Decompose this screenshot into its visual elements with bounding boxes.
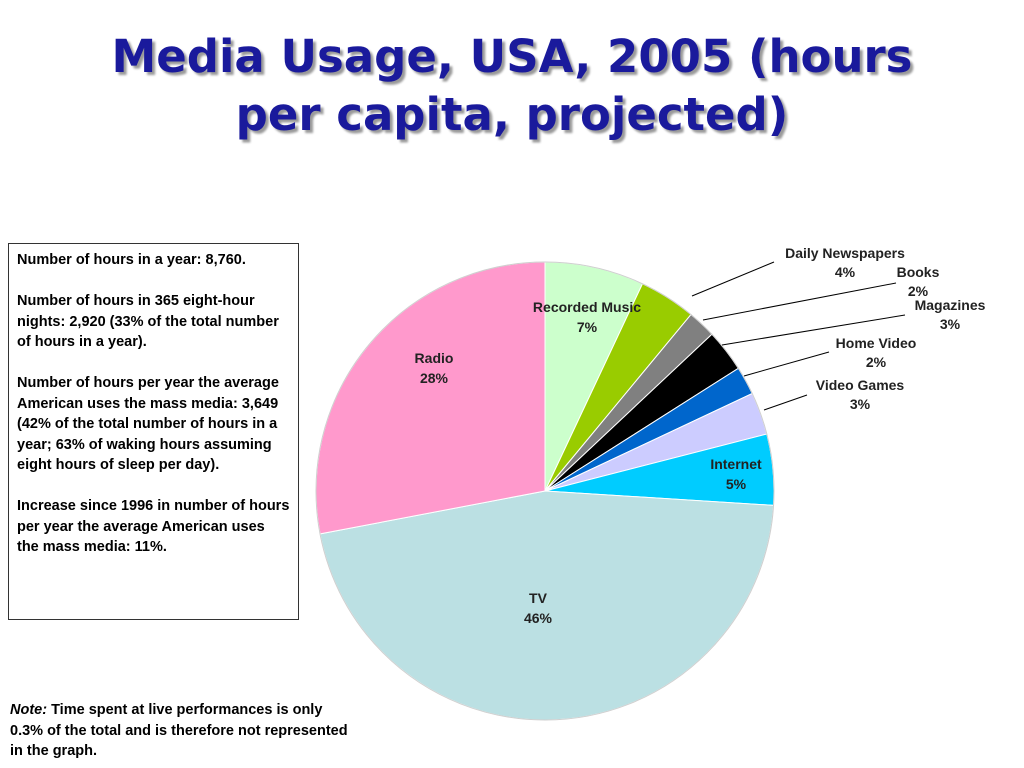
info-increase: Increase since 1996 in number of hours p…	[17, 498, 290, 555]
page-title: Media Usage, USA, 2005 (hours per capita…	[0, 28, 1024, 144]
slice-value-daily-newspapers: 4%	[835, 264, 856, 280]
pie-slice-radio	[315, 261, 546, 535]
leader-line-books	[702, 282, 897, 321]
info-hours-per-year: Number of hours in a year: 8,760.	[17, 252, 246, 268]
title-line-1: Media Usage, USA, 2005 (hours	[111, 30, 913, 83]
slice-label-magazines: Magazines	[915, 297, 986, 313]
pie-outline	[315, 261, 775, 721]
note-label: Note:	[10, 702, 48, 718]
slice-value-tv: 46%	[524, 610, 553, 626]
info-box: Number of hours in a year: 8,760. Number…	[8, 243, 299, 620]
slice-label-daily-newspapers: Daily Newspapers	[785, 245, 905, 261]
note-text: Time spent at live performances is only …	[10, 702, 348, 759]
slice-value-home-video: 2%	[866, 354, 887, 370]
slice-label-home-video: Home Video	[836, 335, 917, 351]
title-line-2: per capita, projected)	[235, 88, 789, 141]
slice-label-radio: Radio	[415, 350, 454, 366]
slice-label-tv: TV	[529, 590, 548, 606]
leader-line-home-video	[743, 351, 830, 377]
slice-label-recorded-music: Recorded Music	[533, 299, 641, 315]
leader-line-magazines	[721, 314, 906, 346]
info-media-hours: Number of hours per year the average Ame…	[17, 375, 279, 473]
leader-line-video-games	[763, 394, 808, 411]
slice-label-books: Books	[897, 264, 940, 280]
slice-value-recorded-music: 7%	[577, 319, 598, 335]
leader-line-daily-newspapers	[691, 261, 775, 297]
slice-value-video-games: 3%	[850, 396, 871, 412]
slice-value-magazines: 3%	[940, 316, 961, 332]
slice-label-video-games: Video Games	[816, 377, 905, 393]
slice-label-internet: Internet	[710, 456, 762, 472]
slice-value-internet: 5%	[726, 476, 747, 492]
slice-value-books: 2%	[908, 283, 929, 299]
footnote: Note: Time spent at live performances is…	[10, 700, 355, 762]
info-night-hours: Number of hours in 365 eight-hour nights…	[17, 293, 279, 350]
slice-value-radio: 28%	[420, 370, 449, 386]
